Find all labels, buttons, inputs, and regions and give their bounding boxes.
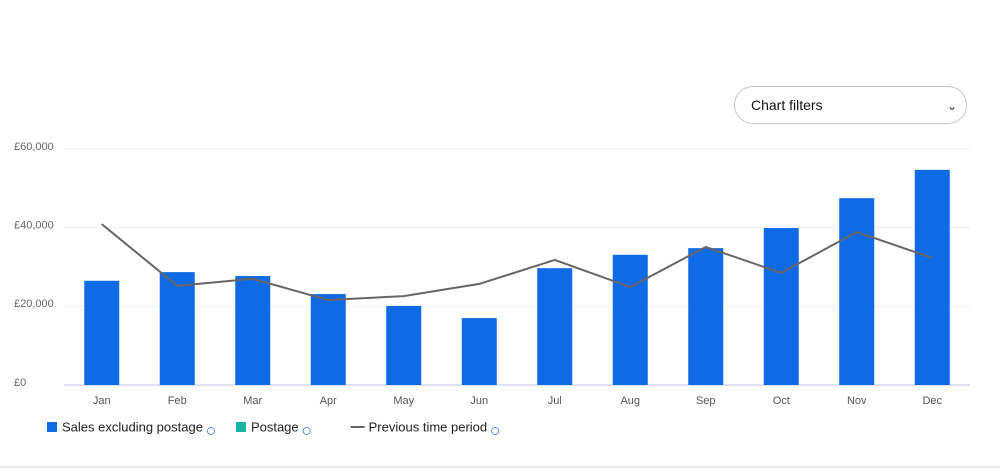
legend-item: Previous time period — [350, 419, 500, 435]
info-icon — [302, 427, 311, 435]
x-tick-label: Nov — [847, 395, 867, 407]
bar — [688, 248, 724, 385]
legend-swatch — [47, 422, 57, 432]
y-tick-label: £20,000 — [14, 298, 54, 310]
x-tick-label: Jan — [93, 395, 111, 407]
chart-filters-button[interactable]: Chart filters ⌄ — [734, 86, 967, 124]
bar — [839, 198, 875, 385]
legend-label: Previous time period — [369, 419, 488, 434]
legend-swatch — [235, 422, 246, 432]
bar — [386, 305, 422, 385]
y-tick-label: £60,000 — [14, 141, 54, 153]
y-tick-label: £40,000 — [14, 220, 54, 232]
x-tick-label: Mar — [243, 395, 262, 407]
bar — [159, 272, 195, 385]
x-tick-label: Jun — [470, 395, 488, 407]
bar — [310, 294, 346, 385]
bar — [461, 318, 497, 385]
bar — [612, 254, 648, 385]
legend-item: Sales excluding postage — [47, 419, 215, 435]
legend-item: Postage — [235, 419, 311, 435]
x-tick-label: Aug — [620, 395, 640, 407]
legend-label: Postage — [251, 419, 299, 434]
line — [101, 223, 933, 302]
x-tick-label: Apr — [320, 395, 337, 407]
chart-filters-label: Chart filters — [751, 97, 823, 113]
bar — [763, 228, 799, 385]
x-tick-label: Dec — [922, 395, 942, 407]
chevron: ⌄ — [946, 99, 957, 113]
bar — [84, 280, 120, 385]
x-tick-label: Feb — [168, 395, 187, 407]
bar — [537, 268, 573, 385]
bar — [235, 276, 271, 385]
x-tick-label: Sep — [696, 395, 716, 407]
info-icon — [207, 427, 215, 435]
bar — [914, 169, 950, 385]
x-tick-label: Jul — [548, 395, 562, 407]
legend-label: Sales excluding postage — [62, 419, 203, 434]
x-tick-label: May — [393, 395, 414, 407]
info-icon — [491, 427, 500, 435]
x-tick-label: Oct — [773, 395, 790, 407]
y-tick-label: £0 — [14, 377, 26, 389]
